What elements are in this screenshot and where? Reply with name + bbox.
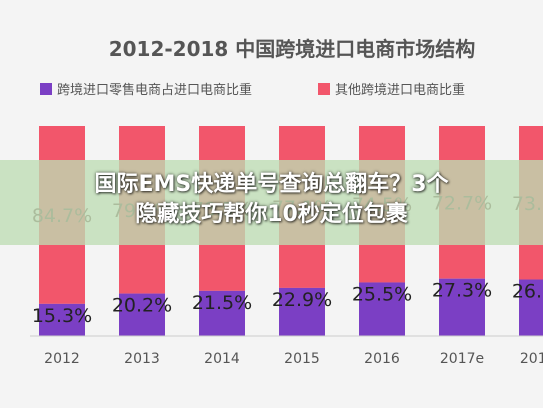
value-label-lower-2015: 22.9% (272, 289, 332, 311)
x-tick-2012: 2012 (44, 351, 80, 367)
overlay-line-2: 隐藏技巧帮你10秒定位包裹 (135, 202, 408, 227)
bar-lower-2018e (519, 279, 543, 336)
legend-swatch-2 (318, 83, 330, 95)
value-label-lower-2017e: 27.3% (432, 280, 492, 302)
x-tick-2017e: 2017e (440, 351, 484, 367)
value-label-lower-2016: 25.5% (352, 283, 412, 305)
value-label-lower-2014: 21.5% (192, 292, 252, 314)
chart-title: 2012-2018 中国跨境进口电商市场结构 (109, 37, 476, 61)
legend-label-1: 跨境进口零售电商占进口电商比重 (57, 82, 252, 98)
legend: 跨境进口零售电商占进口电商比重 其他跨境进口电商比重 (40, 82, 465, 98)
x-tick-2016: 2016 (364, 351, 400, 367)
x-tick-2014: 2014 (204, 351, 240, 367)
bar-lower-2013 (119, 293, 165, 336)
bar-lower-2016 (359, 282, 405, 336)
value-label-lower-2018e: 26.9% (512, 281, 543, 303)
legend-label-2: 其他跨境进口电商比重 (335, 82, 465, 98)
value-label-lower-2013: 20.2% (112, 295, 172, 317)
value-label-lower-2012: 15.3% (32, 305, 92, 327)
legend-swatch-1 (40, 83, 52, 95)
overlay-banner (0, 160, 543, 245)
x-tick-2015: 2015 (284, 351, 320, 367)
bar-lower-2015 (279, 287, 325, 336)
x-axis-ticks: 2012 2013 2014 2015 2016 2017e 2018e (44, 351, 543, 367)
overlay-line-1: 国际EMS快递单号查询总翻车？3个 (94, 172, 449, 197)
bar-lower-2014 (199, 290, 245, 336)
x-tick-2013: 2013 (124, 351, 160, 367)
overlay-text: 国际EMS快递单号查询总翻车？3个 隐藏技巧帮你10秒定位包裹 (0, 170, 543, 230)
bar-lower-2017e (439, 278, 485, 336)
bar-lower-2012 (39, 303, 85, 336)
x-tick-2018e: 2018e (520, 351, 543, 367)
